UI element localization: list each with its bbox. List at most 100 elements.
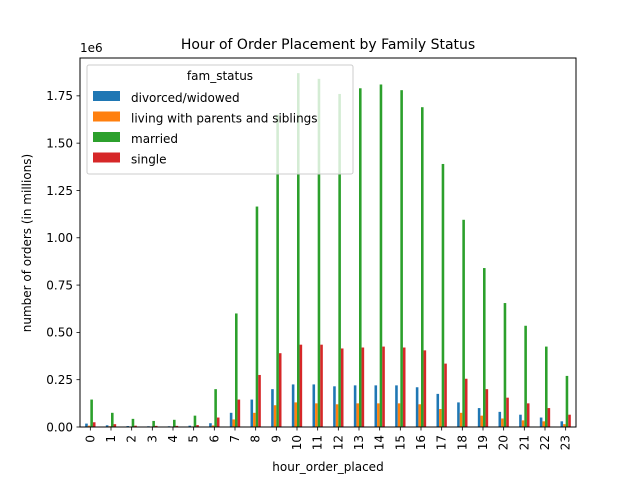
bar — [521, 420, 525, 427]
bar — [175, 425, 179, 427]
bar — [297, 73, 300, 427]
legend-label: single — [131, 153, 167, 167]
bar — [464, 378, 468, 427]
bar — [340, 348, 344, 427]
bar — [232, 419, 235, 427]
plot-area-frame — [79, 57, 577, 428]
bar — [250, 399, 254, 427]
bar — [353, 385, 357, 427]
bar — [111, 412, 114, 427]
bar — [441, 163, 445, 427]
x-tick-label: 1 — [104, 435, 118, 443]
x-tick-label: 12 — [331, 435, 345, 450]
y-tick-label: 0.00 — [46, 420, 73, 434]
bar — [258, 374, 261, 427]
y-tick-label: 0.75 — [46, 278, 73, 292]
bar — [356, 403, 359, 427]
bar — [276, 114, 279, 428]
x-tick-label: 21 — [517, 435, 531, 450]
bar — [188, 425, 192, 427]
bar — [501, 418, 504, 427]
bar — [568, 414, 571, 427]
bar — [400, 90, 403, 428]
bar — [423, 350, 427, 427]
bar — [483, 268, 486, 427]
bar — [402, 347, 406, 427]
bar — [560, 421, 564, 427]
bar — [361, 347, 365, 427]
bar — [193, 415, 197, 427]
bar — [415, 387, 419, 427]
bar — [545, 346, 548, 427]
bar — [503, 303, 507, 427]
bar — [436, 393, 440, 427]
bar — [498, 411, 502, 427]
bar — [214, 389, 217, 427]
bar — [421, 107, 424, 427]
legend: fam_status divorced/widowed living with p… — [86, 64, 354, 175]
bar — [457, 402, 460, 427]
bar — [87, 425, 91, 427]
plot-bars — [85, 73, 571, 428]
legend-swatch — [93, 91, 120, 101]
bar — [271, 389, 274, 427]
legend-label: married — [131, 132, 178, 146]
y-tick-label: 1.00 — [46, 231, 73, 245]
x-tick-label: 14 — [373, 435, 387, 450]
bar — [196, 425, 199, 427]
bar — [209, 423, 212, 427]
bar — [152, 420, 155, 427]
bar — [237, 399, 241, 427]
bar — [542, 421, 545, 427]
bar — [547, 408, 551, 427]
x-tick-label: 18 — [455, 435, 469, 450]
x-tick-label: 8 — [249, 435, 263, 443]
bar — [105, 425, 109, 427]
x-tick-label: 6 — [207, 435, 221, 443]
x-tick-label: 10 — [290, 435, 304, 450]
bar — [113, 424, 117, 427]
bar — [317, 78, 321, 427]
x-tick-label: 22 — [538, 435, 552, 450]
y-tick-label: 0.25 — [46, 373, 73, 387]
x-tick-label: 2 — [125, 435, 139, 443]
legend-swatch — [93, 111, 120, 122]
bar — [444, 363, 447, 427]
bar — [519, 414, 522, 427]
bar — [335, 404, 339, 427]
bar — [294, 402, 297, 427]
bar — [273, 405, 277, 427]
bar — [359, 88, 362, 427]
bar — [333, 386, 336, 427]
y-tick-label: 1.50 — [46, 136, 73, 150]
bar — [462, 219, 465, 427]
bar — [299, 344, 303, 427]
bar — [485, 389, 489, 427]
bar — [382, 346, 385, 427]
bar — [85, 423, 88, 427]
y-tick-label: 0.50 — [46, 326, 73, 340]
bar — [216, 417, 220, 427]
x-tick-label: 11 — [311, 435, 325, 450]
bar — [374, 385, 378, 427]
bar — [235, 313, 238, 427]
x-tick-label: 9 — [269, 435, 283, 443]
bar — [524, 325, 527, 427]
bar — [291, 384, 295, 427]
bar — [439, 409, 442, 427]
bar — [315, 403, 318, 427]
axis-ticks: 0 1 2 3 4 5 6 7 8 9 10 11 12 13 14 15 16 17 18 19 20 21 22 230.… — [46, 89, 572, 450]
bar — [320, 344, 323, 427]
bar — [480, 415, 483, 427]
bar — [477, 408, 481, 427]
bar — [92, 422, 96, 427]
bar — [229, 412, 233, 427]
bar — [563, 424, 566, 427]
x-tick-label: 7 — [228, 435, 242, 443]
bar — [506, 397, 509, 427]
legend-swatch — [93, 132, 120, 142]
bar — [90, 399, 93, 427]
legend-title: fam_status — [187, 69, 253, 83]
y-axis-label: number of orders (in millions) — [20, 154, 34, 332]
